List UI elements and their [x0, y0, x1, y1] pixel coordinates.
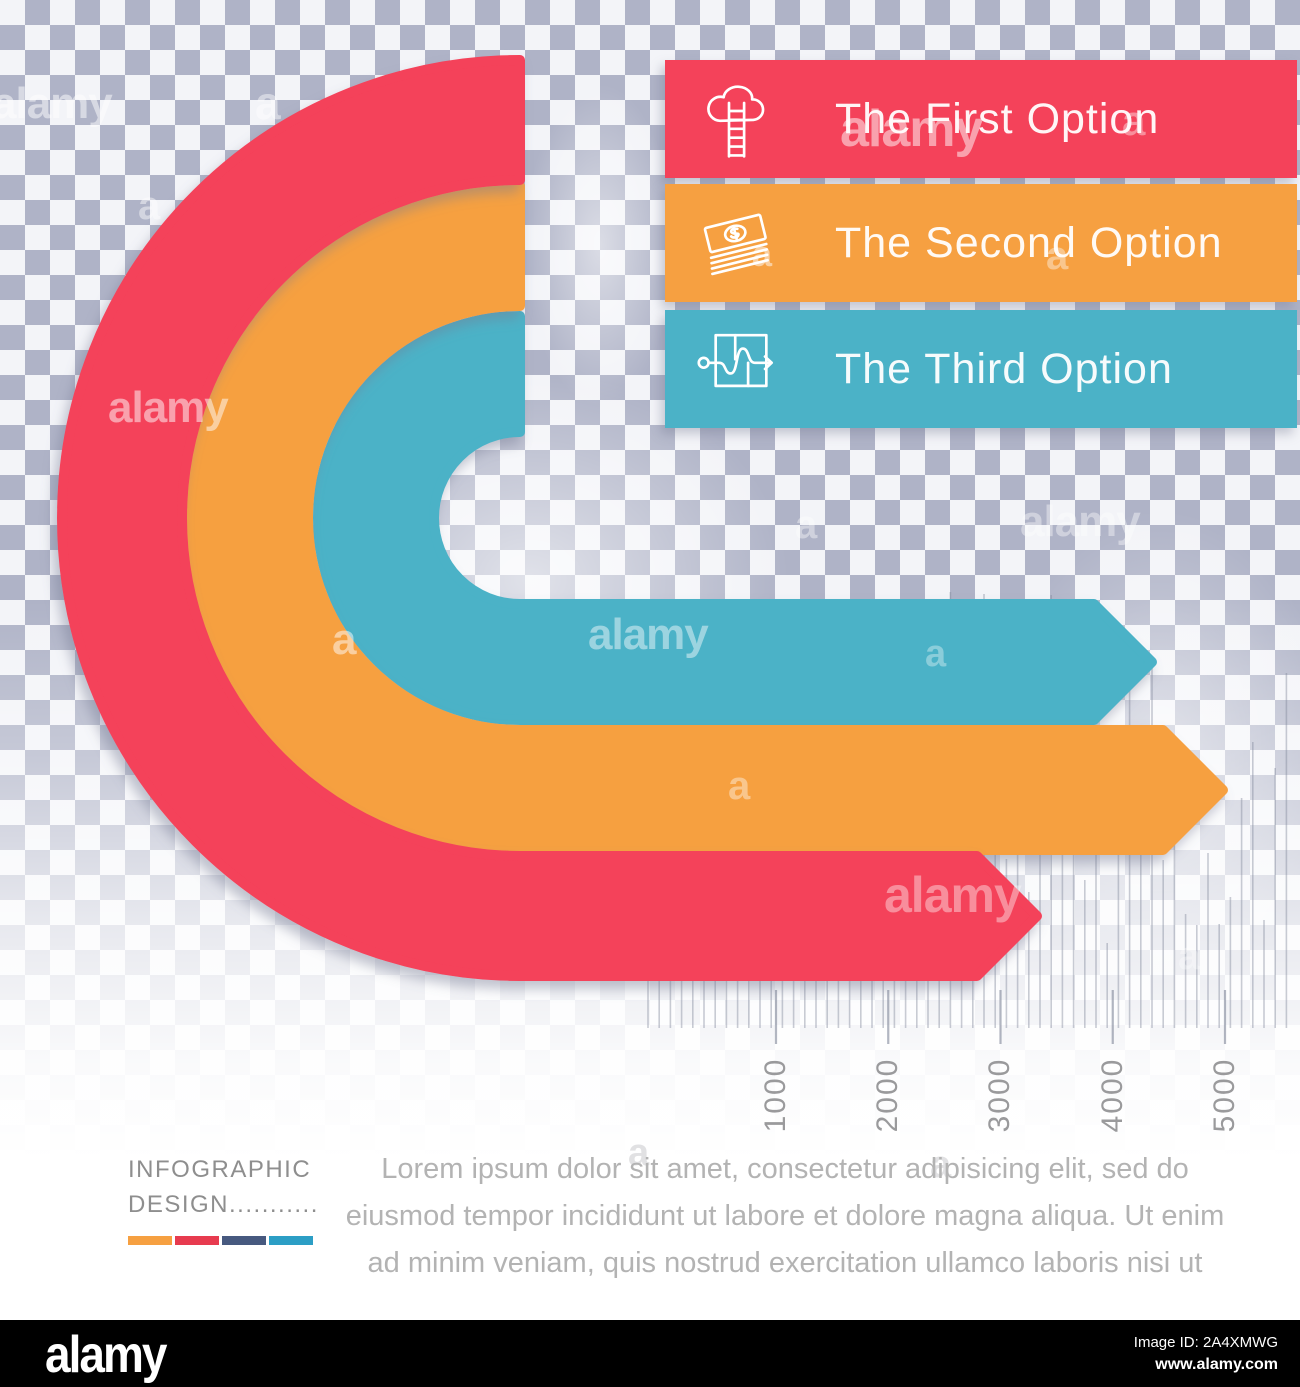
alamy-logo: alamy	[45, 1324, 167, 1383]
brand-title-line1: INFOGRAPHIC	[128, 1156, 312, 1183]
legend-color-segment	[222, 1236, 266, 1245]
cloud-ladder-icon	[707, 85, 765, 158]
description-line-1: Lorem ipsum dolor sit amet, consectetur …	[381, 1153, 1189, 1185]
option-banner-first: The First Option	[665, 60, 1297, 178]
option-banner-third: The Third Option	[665, 310, 1297, 428]
image-id-text: Image ID: 2A4XMWG	[1133, 1333, 1278, 1351]
infographic-artboard: The First Option The Second Option	[0, 0, 1300, 1300]
curved-arrow-shapes	[57, 55, 1228, 981]
option-label-second: The Second Option	[835, 218, 1223, 267]
option-label-first: The First Option	[835, 94, 1160, 143]
alamy-footer-bar: alamy Image ID: 2A4XMWG www.alamy.com	[0, 1320, 1300, 1387]
legend-color-segment	[175, 1236, 219, 1245]
legend-color-bar	[128, 1236, 368, 1245]
brand-title-line2: DESIGN...........	[128, 1191, 319, 1218]
scale-tick-label: 2000	[871, 1057, 904, 1133]
legend-color-segment	[269, 1236, 313, 1245]
infographic-brand-block: INFOGRAPHIC DESIGN...........	[128, 1152, 368, 1245]
description-text: Lorem ipsum dolor sit amet, consectetur …	[340, 1146, 1230, 1287]
alamy-website-text: www.alamy.com	[1155, 1355, 1278, 1373]
description-line-3: ad minim veniam, quis nostrud exercitati…	[367, 1247, 1203, 1279]
money-stack-icon	[703, 213, 769, 276]
scale-tick-label: 5000	[1208, 1057, 1241, 1133]
option-banner-second: The Second Option	[665, 184, 1297, 302]
legend-color-segment	[128, 1236, 172, 1245]
curved-arrows-art	[57, 55, 1288, 1044]
description-line-2: eiusmod tempor incididunt ut labore et d…	[345, 1200, 1225, 1232]
scale-tick-label: 4000	[1096, 1057, 1129, 1133]
option-label-third: The Third Option	[835, 344, 1173, 393]
scale-tick-label: 1000	[759, 1057, 792, 1133]
alamy-image-meta: Image ID: 2A4XMWG www.alamy.com	[1134, 1332, 1278, 1376]
puzzle-path-icon	[697, 333, 773, 388]
scale-tick-label: 3000	[983, 1057, 1016, 1133]
